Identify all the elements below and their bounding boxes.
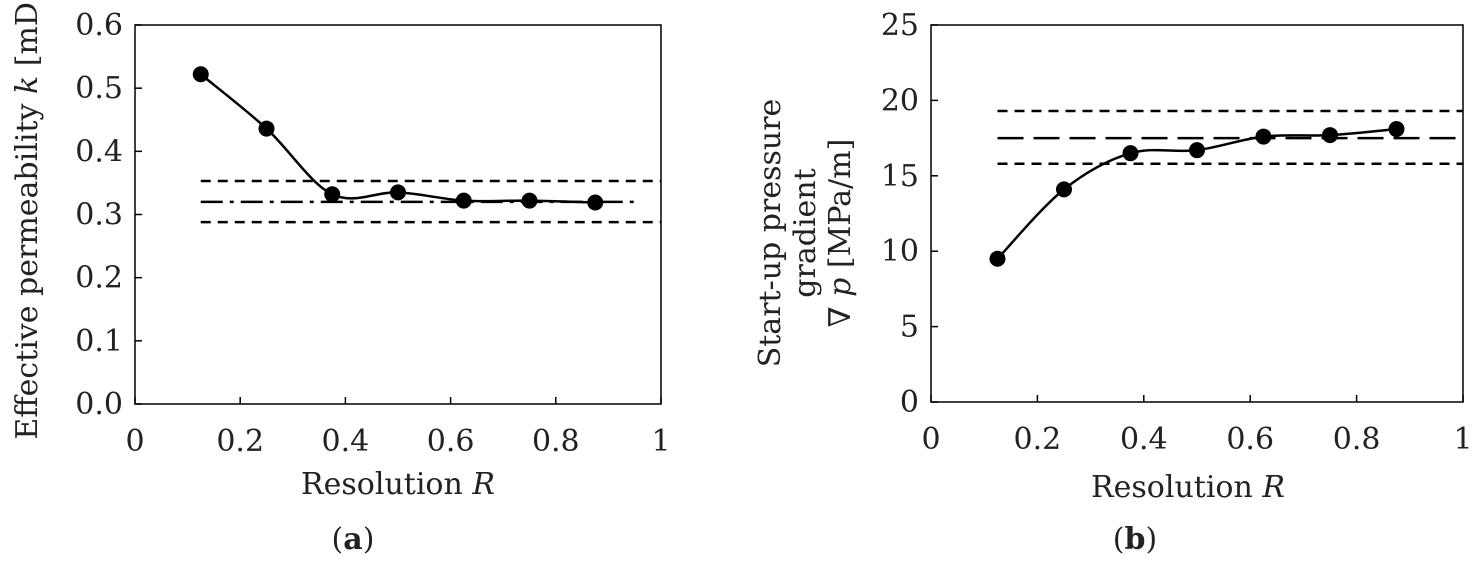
y-tick-label-b: 5 xyxy=(900,310,919,345)
y-tick-label-a: 0.4 xyxy=(75,134,123,169)
x-axis-label-a: Resolution R xyxy=(301,467,495,502)
reference-lines-b xyxy=(997,109,1463,165)
x-tick-label-a: 0.6 xyxy=(427,424,475,459)
data-point-a-7 xyxy=(587,194,604,211)
x-tick-label-b: 0.4 xyxy=(1120,422,1168,457)
data-point-a-2 xyxy=(258,120,275,137)
y-tick-label-b: 10 xyxy=(881,234,919,269)
markers-b xyxy=(989,121,1405,267)
plot-frame-b xyxy=(930,24,1464,403)
y-tick-label-a: 0.0 xyxy=(75,387,123,422)
x-tick-label-a: 0.4 xyxy=(322,424,370,459)
caption-b: (b) xyxy=(1113,522,1157,557)
y-tick-label-a: 0.3 xyxy=(75,198,123,233)
markers-a xyxy=(192,66,604,211)
x-ticks-b: 0 0.2 0.4 0.6 0.8 1 xyxy=(921,395,1473,457)
x-tick-label-a: 0.2 xyxy=(216,424,264,459)
y-axis-label-b-line3: ∇ p [MPa/m] xyxy=(823,139,858,328)
data-point-a-4 xyxy=(390,184,406,201)
y-ticks-a: 0.0 0.1 0.2 0.3 0.4 0.5 0.6 xyxy=(75,8,142,422)
data-point-a-6 xyxy=(521,192,538,209)
plot-frame-a xyxy=(134,24,662,405)
x-tick-label-a: 1 xyxy=(651,424,670,459)
chart-a: 0 0.2 0.4 0.6 0.8 1 0.0 0.1 0.2 0.3 0.4 0.5 0.6 Res… xyxy=(10,0,671,557)
y-axis-label-b-line1: Start-up pressure xyxy=(753,99,788,368)
y-tick-label-b: 25 xyxy=(881,8,919,43)
y-axis-label-b-line2: gradient xyxy=(788,168,823,297)
y-tick-label-a: 0.1 xyxy=(75,324,123,359)
data-point-b-5 xyxy=(1255,128,1272,145)
y-tick-label-a: 0.5 xyxy=(75,71,123,106)
y-tick-label-b: 15 xyxy=(881,159,919,194)
data-point-b-3 xyxy=(1122,145,1139,162)
y-axis-label-a: Effective permeability k [mD] xyxy=(10,0,45,440)
data-point-b-2 xyxy=(1056,181,1072,198)
x-ticks-a: 0 0.2 0.4 0.6 0.8 1 xyxy=(125,397,671,459)
y-tick-label-b: 0 xyxy=(900,385,919,420)
y-ticks-b: 0 5 10 15 20 25 xyxy=(881,8,938,420)
x-tick-label-b: 1 xyxy=(1453,422,1472,457)
data-point-a-3 xyxy=(324,186,341,203)
x-axis-label-b: Resolution R xyxy=(1091,470,1285,505)
y-tick-label-a: 0.6 xyxy=(75,8,123,43)
data-point-b-1 xyxy=(989,250,1006,267)
series-line-a xyxy=(199,73,596,204)
x-tick-label-a: 0.8 xyxy=(532,424,580,459)
x-tick-label-b: 0.6 xyxy=(1226,422,1274,457)
y-tick-label-b: 20 xyxy=(881,83,919,118)
x-tick-label-b: 0.2 xyxy=(1014,422,1062,457)
data-point-b-4 xyxy=(1189,142,1205,159)
x-tick-label-a: 0 xyxy=(125,424,144,459)
caption-a: (a) xyxy=(332,522,375,557)
x-tick-label-b: 0.8 xyxy=(1333,422,1381,457)
data-point-a-1 xyxy=(192,66,209,83)
y-tick-label-a: 0.2 xyxy=(75,261,123,296)
data-point-a-5 xyxy=(455,192,472,209)
data-point-b-7 xyxy=(1388,121,1405,138)
chart-b: 0 0.2 0.4 0.6 0.8 1 0 5 10 15 20 25 Resolution R S… xyxy=(753,8,1473,557)
data-point-b-6 xyxy=(1322,127,1338,144)
x-tick-label-b: 0 xyxy=(921,422,940,457)
